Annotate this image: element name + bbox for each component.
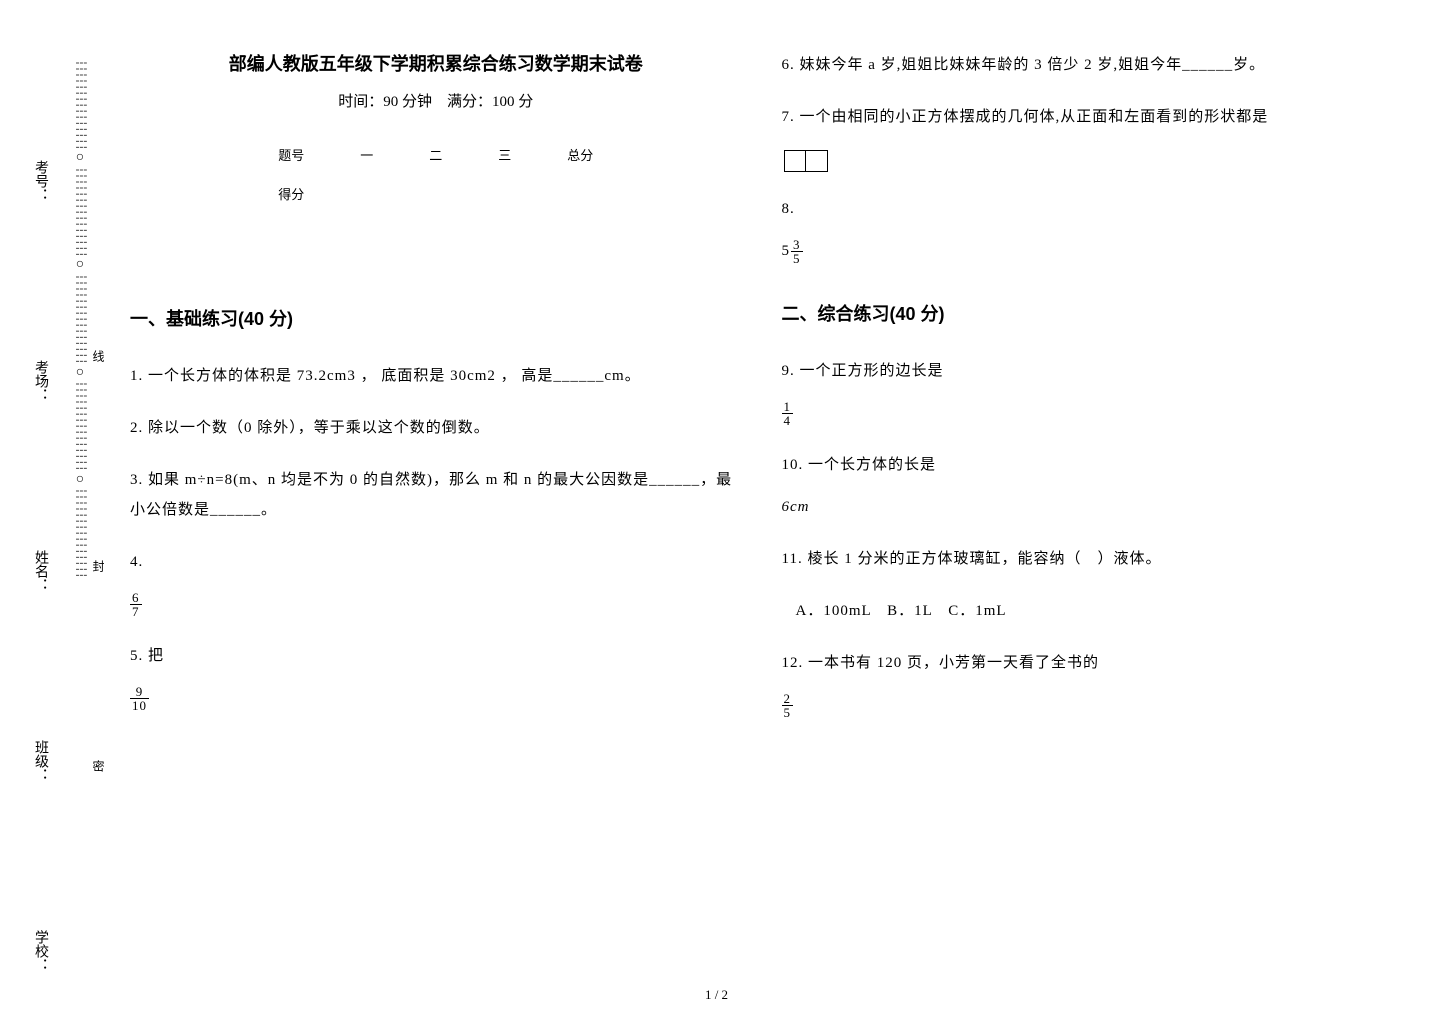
dots: ┆┆┆┆┆┆┆┆┆┆┆┆┆┆┆ (75, 167, 85, 257)
question-8-frac: 5 3 5 (782, 236, 1394, 266)
label-room: 考场： (30, 360, 50, 402)
question-1: 1. 一个长方体的体积是 73.2cm3 ， 底面积是 30cm2 ， 高是__… (130, 361, 742, 391)
mixed-number-5-3-5: 5 3 5 (782, 236, 803, 266)
section-1-heading: 一、基础练习(40 分) (130, 305, 742, 331)
fraction-9-10: 9 10 (130, 685, 149, 712)
seal-circle: ○ (76, 472, 84, 489)
dots: ┆┆┆┆┆┆┆┆┆┆┆┆┆┆┆ (75, 60, 85, 150)
label-seat: 考号： (30, 160, 50, 202)
fraction-2-5: 2 5 (782, 692, 794, 719)
page-body: 部编人教版五年级下学期积累综合练习数学期末试卷 时间：90 分钟 满分：100 … (130, 50, 1393, 971)
score-col: 总分 (539, 135, 621, 174)
denominator: 5 (782, 705, 794, 719)
column-left: 部编人教版五年级下学期积累综合练习数学期末试卷 时间：90 分钟 满分：100 … (130, 50, 742, 971)
numerator: 3 (791, 238, 803, 251)
exam-title: 部编人教版五年级下学期积累综合练习数学期末试卷 (130, 50, 742, 76)
numerator: 1 (782, 400, 794, 413)
seal-xian: 线 (90, 350, 107, 362)
numerator: 2 (782, 692, 794, 705)
page-number: 1 / 2 (705, 987, 728, 1003)
question-9-frac: 1 4 (782, 398, 1394, 428)
question-2: 2. 除以一个数（0 除外），等于乘以这个数的倒数。 (130, 413, 742, 443)
label-school: 学校： (30, 930, 50, 972)
seal-line: ┆┆┆┆┆┆┆┆┆┆┆┆┆┆┆ ○ ┆┆┆┆┆┆┆┆┆┆┆┆┆┆┆ ○ ┆┆┆┆… (70, 60, 90, 960)
question-10: 10. 一个长方体的长是 (782, 450, 1394, 480)
column-right: 6. 妹妹今年 a 岁,姐姐比妹妹年龄的 3 倍少 2 岁,姐姐今年______… (782, 50, 1394, 971)
question-4: 4. (130, 547, 742, 577)
denominator: 5 (791, 251, 803, 265)
score-cell (401, 174, 470, 213)
score-cell (539, 174, 621, 213)
table-row: 得分 (250, 174, 621, 213)
denominator: 7 (130, 604, 142, 618)
question-10-value: 6cm (782, 492, 1394, 522)
score-table: 题号 一 二 三 总分 得分 (250, 135, 621, 213)
question-5-frac: 9 10 (130, 683, 742, 713)
fraction-6-7: 6 7 (130, 591, 142, 618)
seal-mi: 密 (90, 760, 107, 772)
question-12: 12. 一本书有 120 页，小芳第一天看了全书的 (782, 648, 1394, 678)
question-9: 9. 一个正方形的边长是 (782, 356, 1394, 386)
seal-circle: ○ (76, 257, 84, 274)
denominator: 10 (130, 698, 149, 712)
question-11: 11. 棱长 1 分米的正方体玻璃缸，能容纳（ ）液体。 (782, 544, 1394, 574)
numerator: 6 (130, 591, 142, 604)
numerator: 9 (130, 685, 149, 698)
score-cell (470, 174, 539, 213)
square-cell (784, 150, 806, 172)
score-col: 二 (401, 135, 470, 174)
score-cell (332, 174, 401, 213)
fraction-1-4: 1 4 (782, 400, 794, 427)
dots: ┆┆┆┆┆┆┆┆┆┆┆┆┆┆┆ (75, 488, 85, 578)
dots: ┆┆┆┆┆┆┆┆┆┆┆┆┆┆┆ (75, 381, 85, 471)
section-2-heading: 二、综合练习(40 分) (782, 300, 1394, 326)
question-5: 5. 把 (130, 641, 742, 671)
seal-feng: 封 (90, 560, 107, 572)
table-row: 题号 一 二 三 总分 (250, 135, 621, 174)
fraction-3-5: 3 5 (791, 238, 803, 265)
score-label: 得分 (250, 174, 332, 213)
seal-circle: ○ (76, 365, 84, 382)
question-6: 6. 妹妹今年 a 岁,姐姐比妹妹年龄的 3 倍少 2 岁,姐姐今年______… (782, 50, 1394, 80)
question-8: 8. (782, 194, 1394, 224)
label-class: 班级： (30, 740, 50, 782)
score-label: 题号 (250, 135, 332, 174)
shape-front-view (784, 150, 1394, 172)
question-11-options: A．100mL B．1L C．1mL (782, 596, 1394, 626)
question-3: 3. 如果 m÷n=8(m、n 均是不为 0 的自然数)，那么 m 和 n 的最… (130, 465, 742, 525)
score-col: 一 (332, 135, 401, 174)
whole-part: 5 (782, 236, 791, 266)
square-cell (806, 150, 828, 172)
denominator: 4 (782, 413, 794, 427)
question-4-frac: 6 7 (130, 589, 742, 619)
dots: ┆┆┆┆┆┆┆┆┆┆┆┆┆┆┆ (75, 274, 85, 364)
question-12-frac: 2 5 (782, 690, 1394, 720)
exam-subtitle: 时间：90 分钟 满分：100 分 (130, 90, 742, 111)
label-name: 姓名： (30, 550, 50, 592)
question-7: 7. 一个由相同的小正方体摆成的几何体,从正面和左面看到的形状都是 (782, 102, 1394, 132)
score-col: 三 (470, 135, 539, 174)
seal-circle: ○ (76, 150, 84, 167)
